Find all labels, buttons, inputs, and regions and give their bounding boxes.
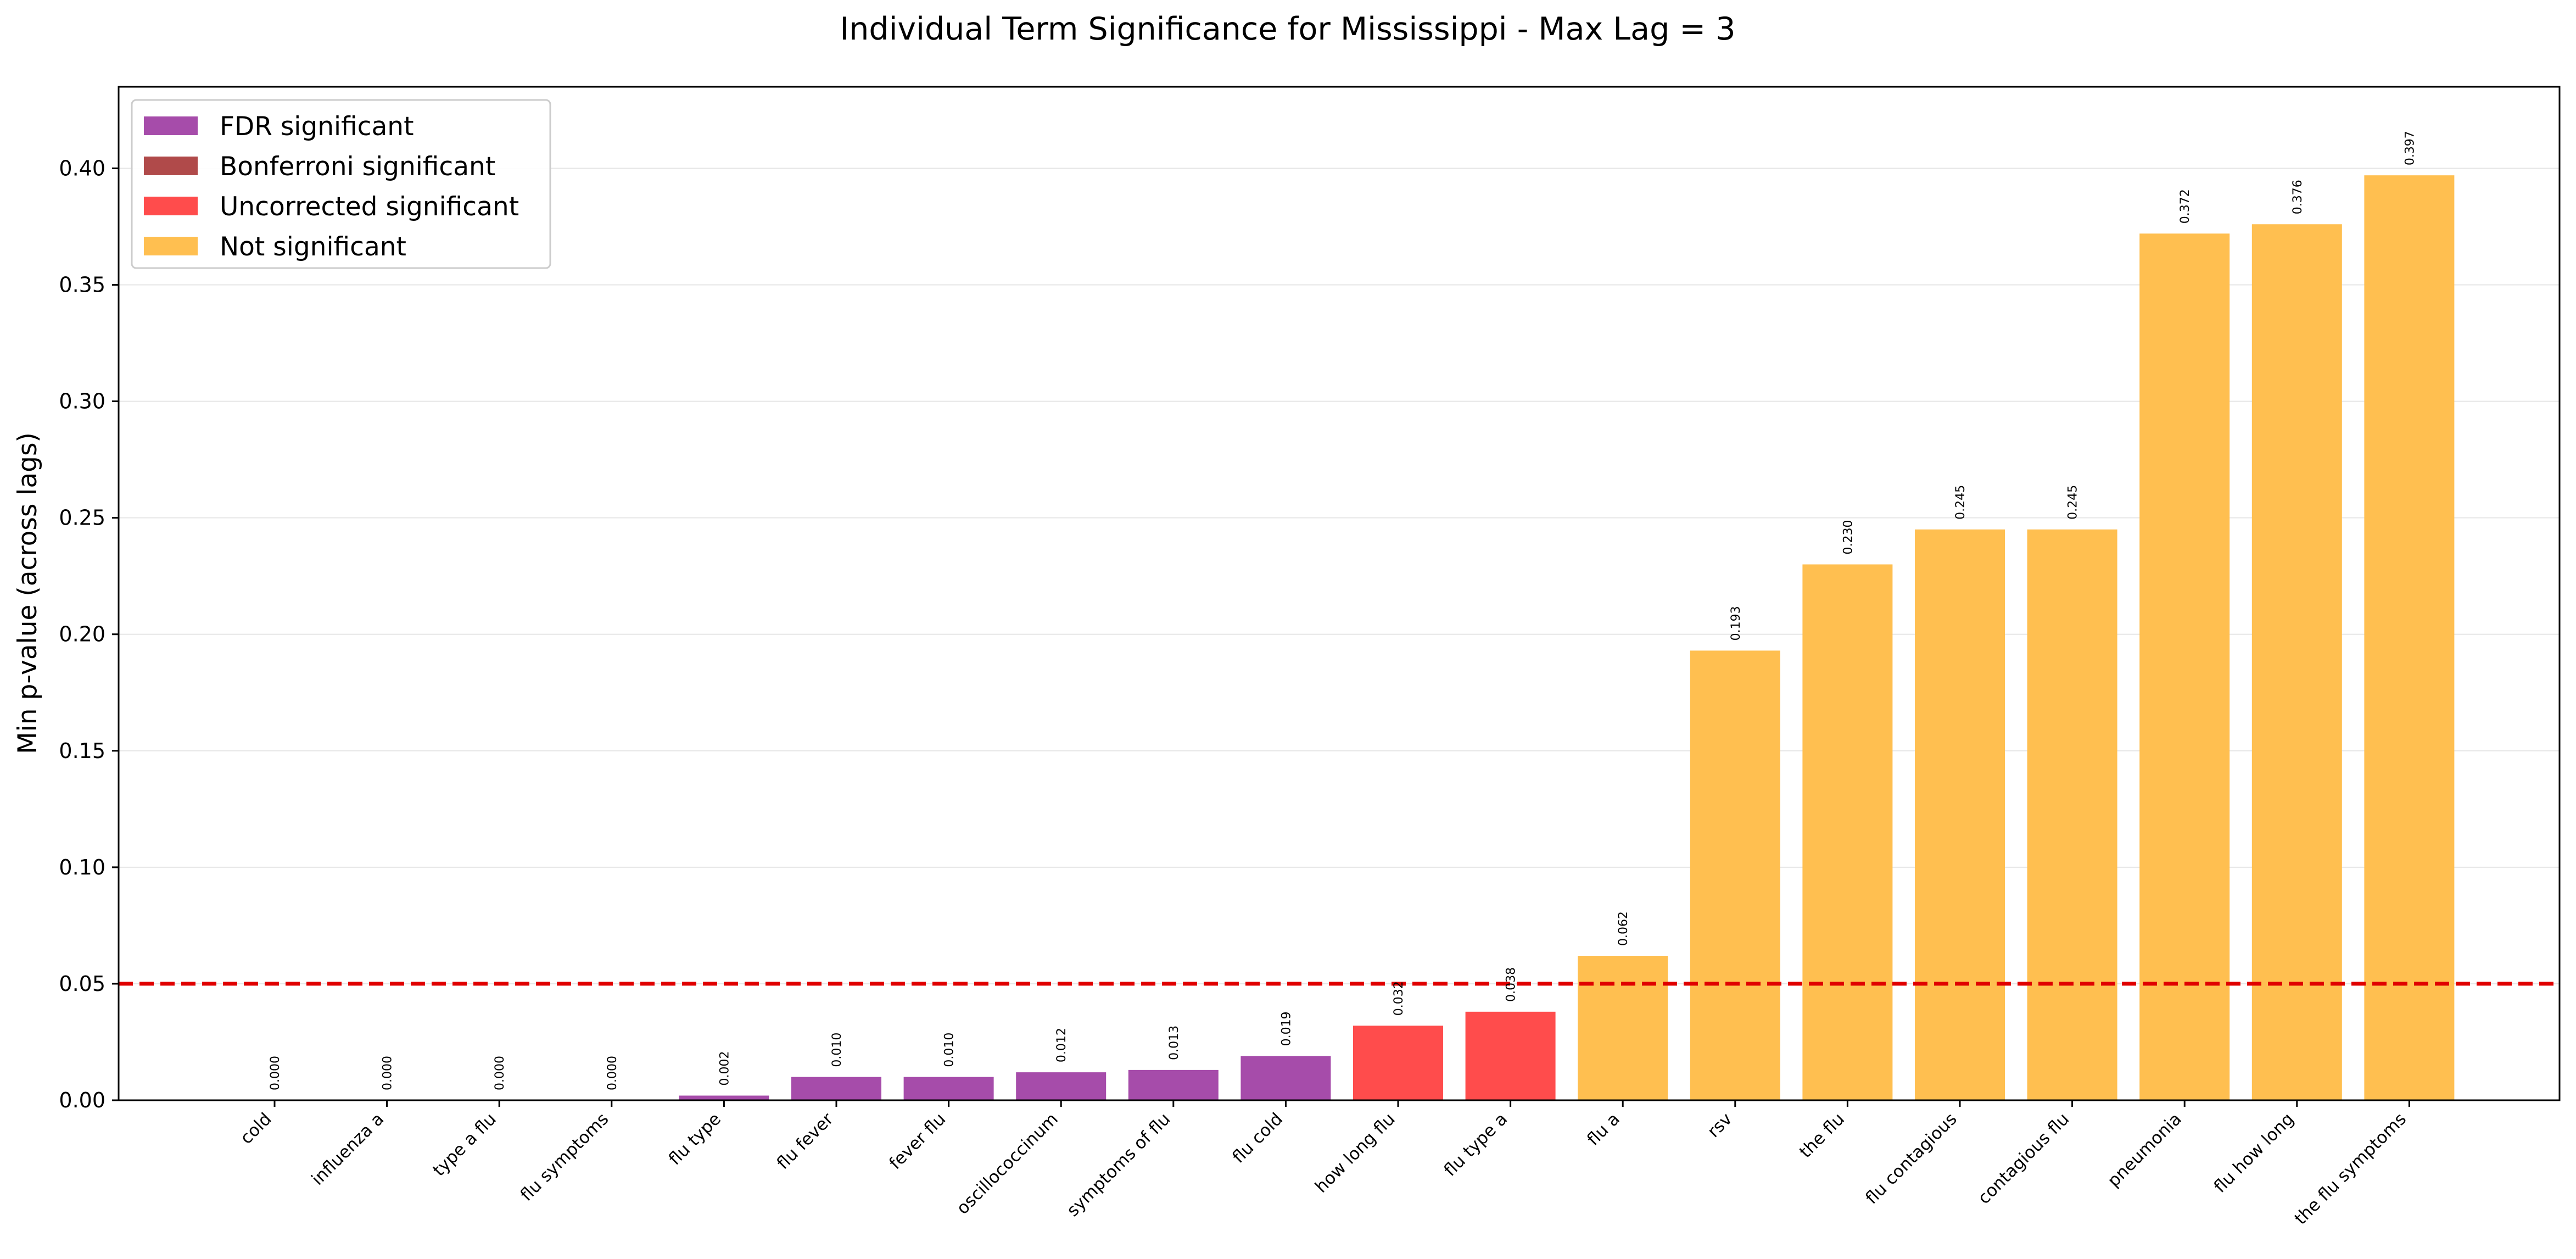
- bar-value-label: 0.372: [2178, 189, 2192, 224]
- x-tick-label: flu type a: [1440, 1109, 1511, 1180]
- x-tick-label: fever flu: [885, 1109, 949, 1173]
- legend-label: Bonferroni significant: [220, 152, 495, 182]
- bar-value-label: 0.002: [718, 1051, 731, 1086]
- y-tick-label: 0.30: [59, 389, 105, 414]
- bar-value-label: 0.010: [830, 1033, 844, 1067]
- bar: [1016, 1072, 1107, 1100]
- bar: [1240, 1056, 1331, 1100]
- bar-value-label: 0.000: [269, 1056, 282, 1090]
- x-tick-label: flu how long: [2210, 1109, 2298, 1197]
- bar-value-label: 0.000: [493, 1056, 507, 1090]
- legend-swatch: [144, 157, 198, 175]
- bar-value-label: 0.038: [1505, 967, 1518, 1002]
- x-tick-label: flu symptoms: [517, 1109, 613, 1205]
- bar: [1465, 1011, 1556, 1100]
- x-tick-label: oscillococcinum: [953, 1109, 1062, 1218]
- y-tick-label: 0.20: [59, 622, 105, 647]
- y-axis-ticks: 0.00 0.05 0.10 0.15 0.20 0.25 0.30 0.35 0.40: [59, 156, 119, 1112]
- bar-value-label: 0.397: [2403, 131, 2417, 165]
- bar: [1915, 529, 2005, 1100]
- x-tick-label: how long flu: [1311, 1109, 1399, 1197]
- x-tick-label: flu type: [665, 1109, 725, 1169]
- y-tick-label: 0.10: [59, 855, 105, 879]
- legend-swatch: [144, 197, 198, 215]
- bars: [679, 175, 2455, 1101]
- x-tick-label: the flu symptoms: [2291, 1109, 2411, 1229]
- bar: [1690, 650, 1780, 1100]
- x-tick-label: influenza a: [308, 1109, 388, 1189]
- bar: [2139, 233, 2230, 1100]
- bar: [1802, 564, 1893, 1100]
- bar: [1578, 956, 1668, 1100]
- legend-label: Not significant: [220, 232, 406, 262]
- x-tick-label: flu cold: [1228, 1109, 1287, 1167]
- bar-value-label: 0.032: [1392, 981, 1406, 1016]
- bar: [679, 1095, 769, 1100]
- x-tick-label: contagious flu: [1974, 1109, 2073, 1208]
- legend-label: FDR significant: [220, 112, 414, 142]
- bar-value-labels: 0.000 0.000 0.000 0.000 0.002 0.010 0.010 0.012…: [269, 131, 2417, 1090]
- y-tick-label: 0.40: [59, 156, 105, 180]
- x-tick-label: pneumonia: [2104, 1109, 2186, 1191]
- y-tick-label: 0.00: [59, 1088, 105, 1112]
- x-axis-ticks: cold influenza a type a flu flu symptoms flu…: [237, 1100, 2410, 1229]
- bar: [1353, 1026, 1443, 1100]
- y-tick-label: 0.15: [59, 739, 105, 763]
- legend-box: [131, 99, 551, 269]
- bar: [2364, 175, 2455, 1101]
- x-tick-label: cold: [237, 1109, 276, 1148]
- bar: [1128, 1069, 1219, 1100]
- legend-swatch: [144, 116, 198, 135]
- legend-swatch: [144, 237, 198, 255]
- bar-value-label: 0.245: [2066, 485, 2080, 520]
- bar: [2251, 224, 2342, 1100]
- x-tick-label: type a flu: [429, 1109, 500, 1180]
- bar-value-label: 0.230: [1841, 520, 1855, 554]
- bar-value-label: 0.019: [1279, 1011, 1293, 1046]
- x-tick-label: the flu: [1796, 1109, 1848, 1162]
- y-tick-label: 0.35: [59, 273, 105, 297]
- y-tick-label: 0.25: [59, 506, 105, 530]
- bar-value-label: 0.012: [1055, 1028, 1069, 1062]
- x-tick-label: symptoms of flu: [1063, 1109, 1175, 1221]
- bar: [2027, 529, 2117, 1100]
- bar-value-label: 0.000: [381, 1056, 395, 1090]
- plot-frame: [118, 86, 2561, 1101]
- bar: [903, 1077, 994, 1100]
- bar: [791, 1077, 881, 1100]
- bar-value-label: 0.245: [1954, 485, 1968, 520]
- bar-value-label: 0.376: [2291, 180, 2305, 214]
- legend-label: Uncorrected significant: [220, 192, 519, 222]
- x-tick-label: flu contagious: [1862, 1109, 1960, 1208]
- bar-value-label: 0.000: [606, 1056, 619, 1090]
- x-tick-label: flu fever: [773, 1109, 837, 1173]
- legend: FDR significant Bonferroni significant Unc…: [131, 99, 551, 269]
- bar-value-label: 0.193: [1729, 606, 1743, 640]
- chart-title: Individual Term Significance for Mississ…: [840, 11, 1735, 47]
- x-tick-label: rsv: [1704, 1109, 1736, 1141]
- bar-value-label: 0.010: [943, 1033, 957, 1067]
- y-tick-label: 0.05: [59, 972, 105, 996]
- bar-value-label: 0.013: [1167, 1026, 1181, 1060]
- y-axis-label: Min p-value (across lags): [13, 432, 43, 754]
- bar-value-label: 0.062: [1617, 911, 1630, 946]
- x-tick-label: flu a: [1583, 1109, 1624, 1150]
